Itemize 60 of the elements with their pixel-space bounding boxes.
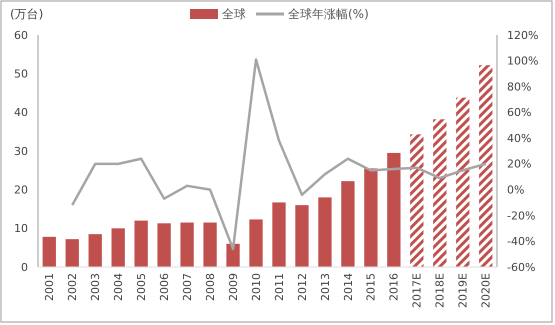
y-tick-label: 50 xyxy=(14,68,28,81)
bar xyxy=(318,197,332,267)
x-tick-label: 2005 xyxy=(135,273,148,301)
bar xyxy=(387,152,401,267)
bar xyxy=(88,234,102,267)
bar xyxy=(134,220,148,267)
bar xyxy=(42,236,56,267)
x-tick-label: 2006 xyxy=(158,273,171,301)
bar xyxy=(249,219,263,267)
y-tick-label: 60 xyxy=(14,28,28,42)
bar xyxy=(157,223,171,267)
legend-label: 全球年涨幅(%) xyxy=(288,7,369,22)
y-tick-label: 40 xyxy=(14,106,28,120)
x-tick-label: 2007 xyxy=(180,273,194,301)
y2-tick-label: -60% xyxy=(507,260,536,274)
x-tick-label: 2008 xyxy=(204,273,217,301)
bar xyxy=(272,202,286,267)
bar xyxy=(456,98,470,267)
bar xyxy=(341,181,355,267)
x-tick-label: 2019E xyxy=(456,272,470,308)
bar xyxy=(433,119,446,267)
bar xyxy=(410,134,424,267)
y2-tick-label: 80% xyxy=(507,80,532,94)
x-tick-label: 2002 xyxy=(66,273,80,301)
x-tick-label: 2017E xyxy=(410,272,424,308)
y2-tick-label: -20% xyxy=(507,209,536,222)
bar xyxy=(180,222,194,267)
y2-tick-label: 120% xyxy=(507,28,538,42)
x-tick-label: 2012 xyxy=(296,273,309,301)
y-tick-label: 0 xyxy=(21,260,28,274)
y-tick-label: 20 xyxy=(14,184,28,197)
x-tick-label: 2014 xyxy=(342,273,355,301)
y2-tick-label: 100% xyxy=(507,54,538,68)
x-tick-label: 2011 xyxy=(272,273,286,301)
y2-tick-label: 40% xyxy=(507,132,532,145)
x-tick-label: 2004 xyxy=(112,273,126,301)
x-tick-label: 2015 xyxy=(364,273,378,301)
y2-tick-label: 20% xyxy=(507,158,532,171)
bar xyxy=(203,222,217,267)
x-tick-label: 2010 xyxy=(250,273,263,301)
x-tick-label: 2020E xyxy=(480,272,493,308)
bar xyxy=(66,239,79,267)
legend-label: 全球 xyxy=(222,7,246,22)
x-tick-label: 2016 xyxy=(388,273,401,301)
x-tick-label: 2003 xyxy=(89,273,102,301)
y2-tick-label: -40% xyxy=(507,235,536,248)
x-tick-label: 2013 xyxy=(318,273,332,301)
x-tick-label: 2018E xyxy=(434,272,447,308)
y-tick-label: 10 xyxy=(14,222,28,236)
bar xyxy=(479,65,492,267)
bar xyxy=(112,228,125,267)
bar xyxy=(364,168,378,267)
x-tick-label: 2009 xyxy=(226,273,240,301)
bar xyxy=(295,205,309,267)
y-tick-label: 30 xyxy=(14,144,28,158)
y2-tick-label: 60% xyxy=(507,106,532,120)
x-tick-label: 2001 xyxy=(43,273,56,301)
line-series xyxy=(70,58,487,250)
y2-tick-label: 0% xyxy=(507,184,524,197)
y-axis-title: (万台) xyxy=(10,7,44,21)
